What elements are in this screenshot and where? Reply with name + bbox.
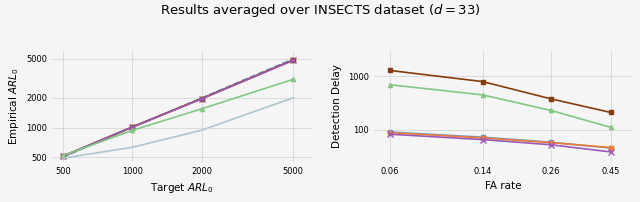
- Y-axis label: Empirical $ARL_0$: Empirical $ARL_0$: [7, 67, 21, 145]
- line1: [129, 126, 136, 128]
- line_blue: [547, 141, 554, 143]
- line4: [198, 108, 205, 110]
- line1: [547, 141, 554, 144]
- line1: [386, 131, 394, 134]
- line5: [289, 97, 297, 99]
- line1: [607, 146, 615, 149]
- line3: [386, 133, 394, 135]
- Line: line1: line1: [387, 130, 613, 150]
- line2: [547, 98, 554, 100]
- line2: [607, 111, 615, 114]
- line2: [386, 69, 394, 72]
- line2: [198, 97, 205, 100]
- line2: [479, 80, 486, 83]
- line_blue: [479, 136, 486, 138]
- line4: [479, 94, 486, 96]
- line1: [479, 137, 486, 139]
- Line: ideal: ideal: [63, 59, 293, 157]
- line4: [59, 154, 67, 157]
- Line: line4: line4: [61, 77, 296, 158]
- line1: [289, 59, 297, 61]
- line2: [289, 59, 297, 61]
- line2: [129, 126, 136, 128]
- Line: line3: line3: [60, 58, 296, 159]
- ideal: [198, 97, 205, 99]
- line5: [59, 157, 67, 159]
- Line: line3: line3: [387, 132, 614, 155]
- X-axis label: Target $ARL_0$: Target $ARL_0$: [150, 181, 214, 195]
- ideal: [129, 126, 136, 129]
- line_blue: [386, 131, 394, 133]
- line3: [289, 59, 297, 61]
- line5: [129, 146, 136, 148]
- Line: line2: line2: [61, 58, 296, 158]
- line4: [386, 83, 394, 86]
- line1: [59, 155, 67, 158]
- line4: [547, 109, 554, 112]
- Line: line1: line1: [61, 58, 296, 159]
- Line: line_blue: line_blue: [387, 130, 613, 150]
- Line: line2: line2: [387, 68, 613, 115]
- line3: [198, 98, 205, 100]
- X-axis label: FA rate: FA rate: [485, 181, 522, 191]
- line4: [289, 78, 297, 80]
- Line: line4: line4: [387, 83, 613, 129]
- line3: [607, 151, 615, 153]
- Line: line5: line5: [63, 98, 293, 158]
- line3: [479, 138, 486, 141]
- line1: [198, 97, 205, 100]
- line_blue: [607, 147, 615, 149]
- line3: [59, 155, 67, 158]
- line3: [547, 143, 554, 146]
- Text: Results averaged over INSECTS dataset ($d = 33$): Results averaged over INSECTS dataset ($…: [159, 2, 481, 19]
- line4: [607, 126, 615, 129]
- line5: [198, 129, 205, 132]
- ideal: [289, 58, 297, 60]
- Y-axis label: Detection Delay: Detection Delay: [332, 64, 342, 148]
- line4: [129, 129, 136, 132]
- line3: [129, 126, 136, 128]
- line2: [59, 155, 67, 157]
- ideal: [59, 156, 67, 158]
